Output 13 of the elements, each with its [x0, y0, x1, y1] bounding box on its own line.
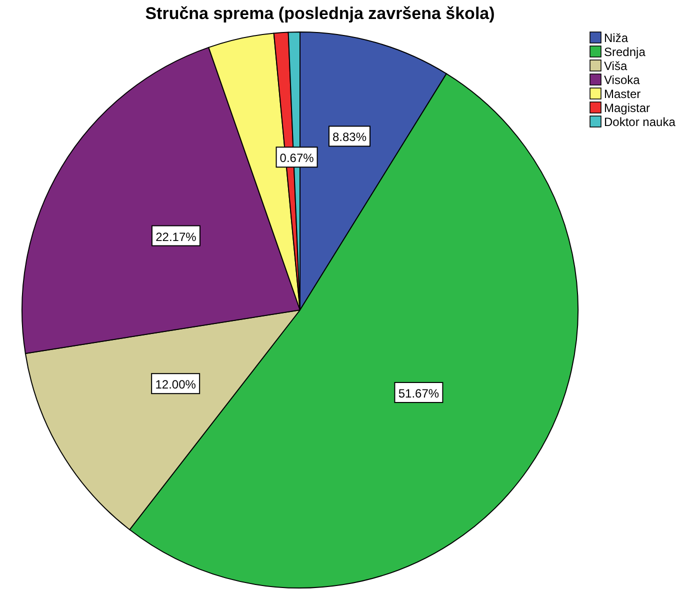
data-label: 0.67% [280, 151, 314, 166]
data-label: 12.00% [155, 378, 196, 392]
legend-label: Viša [604, 59, 628, 73]
legend-label: Niža [604, 31, 628, 45]
data-label: 8.83% [332, 130, 367, 144]
legend-label: Srednja [604, 45, 646, 59]
legend-label: Master [604, 87, 641, 101]
legend-label: Magistar [604, 101, 650, 115]
chart-title: Stručna sprema (poslednja završena škola) [145, 4, 495, 23]
legend-label: Visoka [604, 73, 640, 87]
data-label: 51.67% [398, 386, 440, 400]
legend-label: Doktor nauka [604, 115, 676, 129]
data-label: 22.17% [156, 230, 197, 244]
